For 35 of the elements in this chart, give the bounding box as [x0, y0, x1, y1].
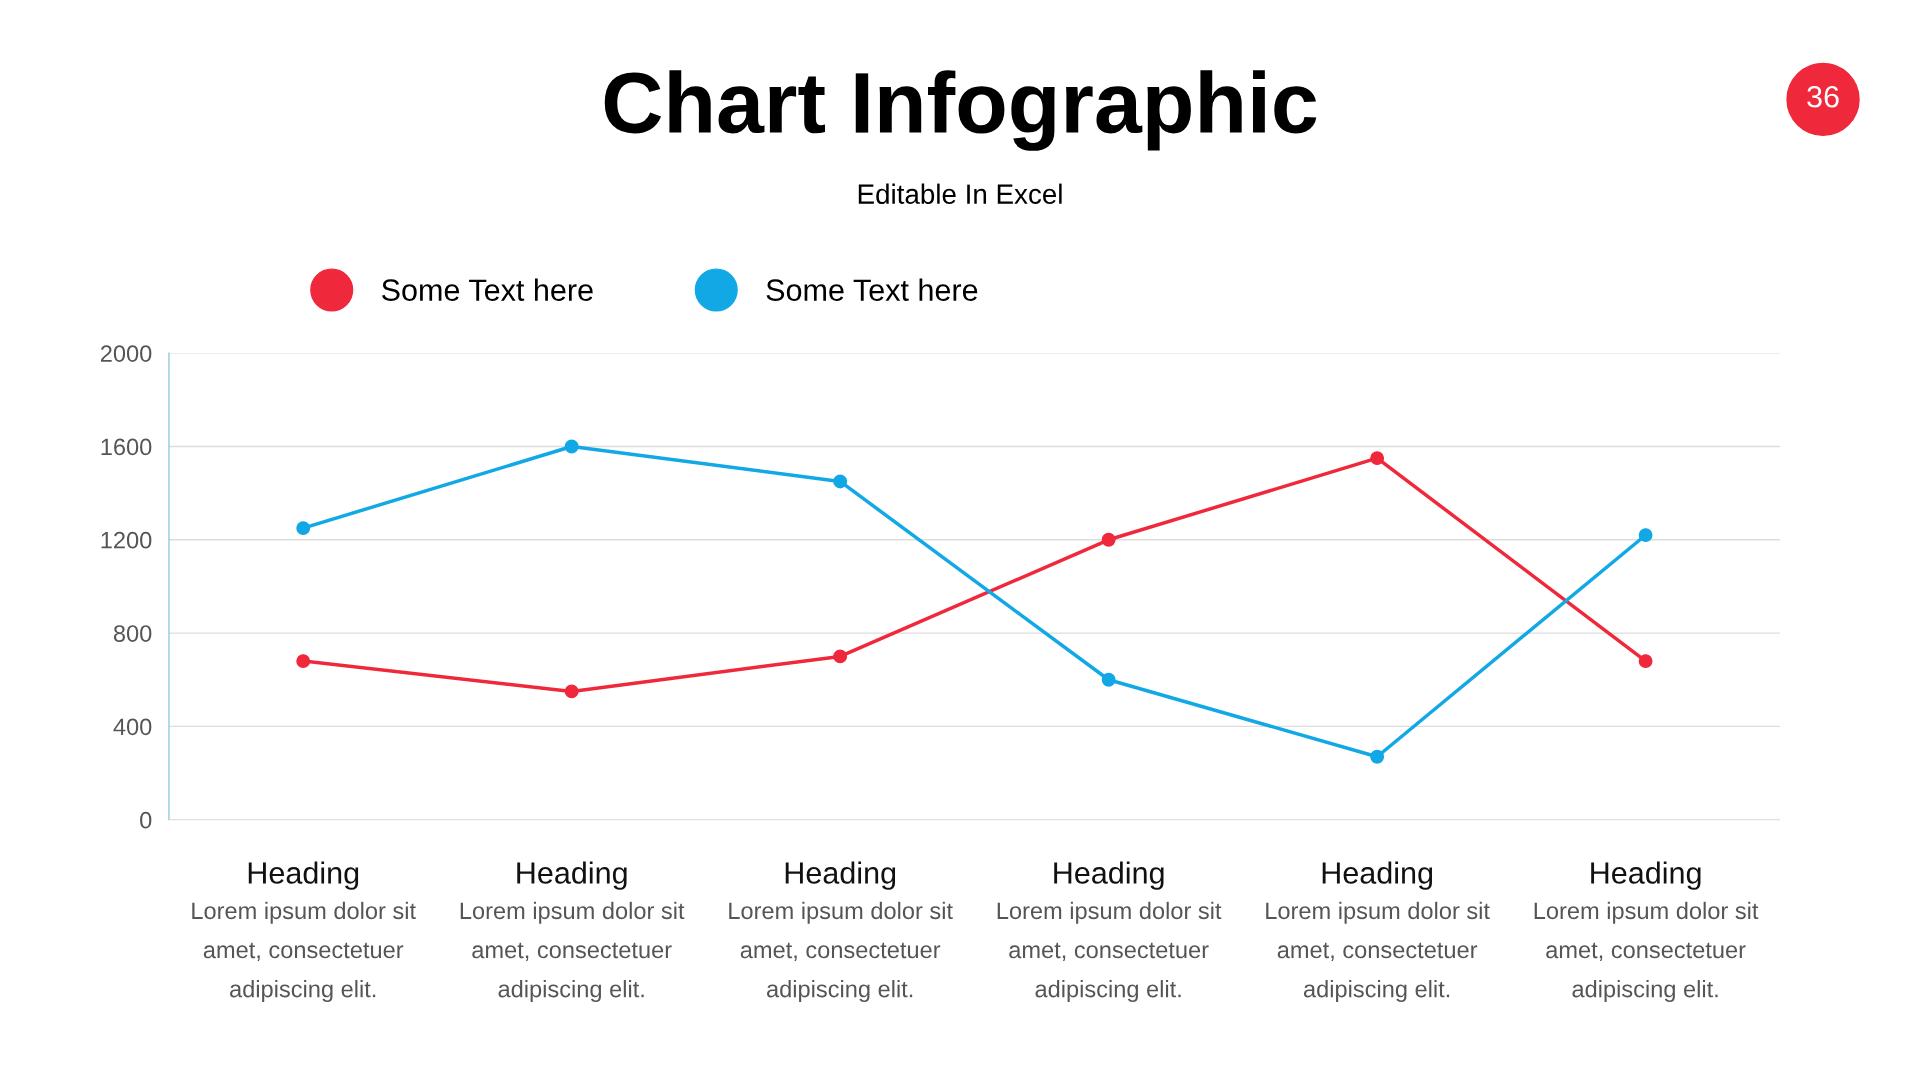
x-tick-label: Heading — [248, 861, 359, 890]
point — [1370, 451, 1385, 466]
text: Lorem ipsum dolor sit amet, consectetuer adipiscing elit. — [1266, 901, 1490, 1003]
chart-title: Chart Infographic — [604, 70, 1317, 151]
y-tick-label: 2000 — [100, 345, 152, 362]
text: Lorem ipsum dolor sit amet, consectetuer adipiscing elit. — [997, 901, 1222, 1003]
x-tick-label: Heading — [517, 861, 627, 890]
y-tick-label: 1600 — [101, 438, 152, 456]
point — [1101, 672, 1116, 687]
legend-label: Some Text here — [766, 278, 978, 301]
y-tick-label: 400 — [113, 718, 152, 736]
text: 36 — [1807, 85, 1839, 108]
x-tick-label: Heading — [1322, 861, 1433, 890]
chart-subtitle: Editable In Excel — [858, 183, 1062, 204]
point — [296, 521, 311, 536]
text: Lorem ipsum dolor sit amet, consectetuer adipiscing elit. — [192, 901, 416, 1003]
point — [1370, 749, 1385, 764]
text: Lorem ipsum dolor sit amet, consectetuer adipiscing elit. — [729, 901, 953, 1003]
y-tick-label: 0 — [140, 811, 152, 829]
y-tick-label: 800 — [113, 625, 152, 642]
point — [1638, 528, 1653, 543]
x-tick-label: Heading — [785, 861, 896, 890]
text: Lorem ipsum dolor sit amet, consectetuer adipiscing elit. — [1534, 901, 1759, 1003]
point — [833, 649, 848, 664]
point — [1638, 654, 1653, 669]
point — [1101, 532, 1116, 547]
legend-label: Some Text here — [382, 278, 593, 301]
point — [833, 474, 848, 489]
point — [564, 684, 579, 699]
point — [296, 654, 311, 669]
y-tick-label: 1200 — [101, 531, 152, 549]
point — [564, 439, 579, 454]
x-tick-label: Heading — [1054, 861, 1164, 890]
x-tick-label: Heading — [1591, 861, 1701, 890]
text: Lorem ipsum dolor sit amet, consectetuer adipiscing elit. — [460, 901, 685, 1003]
